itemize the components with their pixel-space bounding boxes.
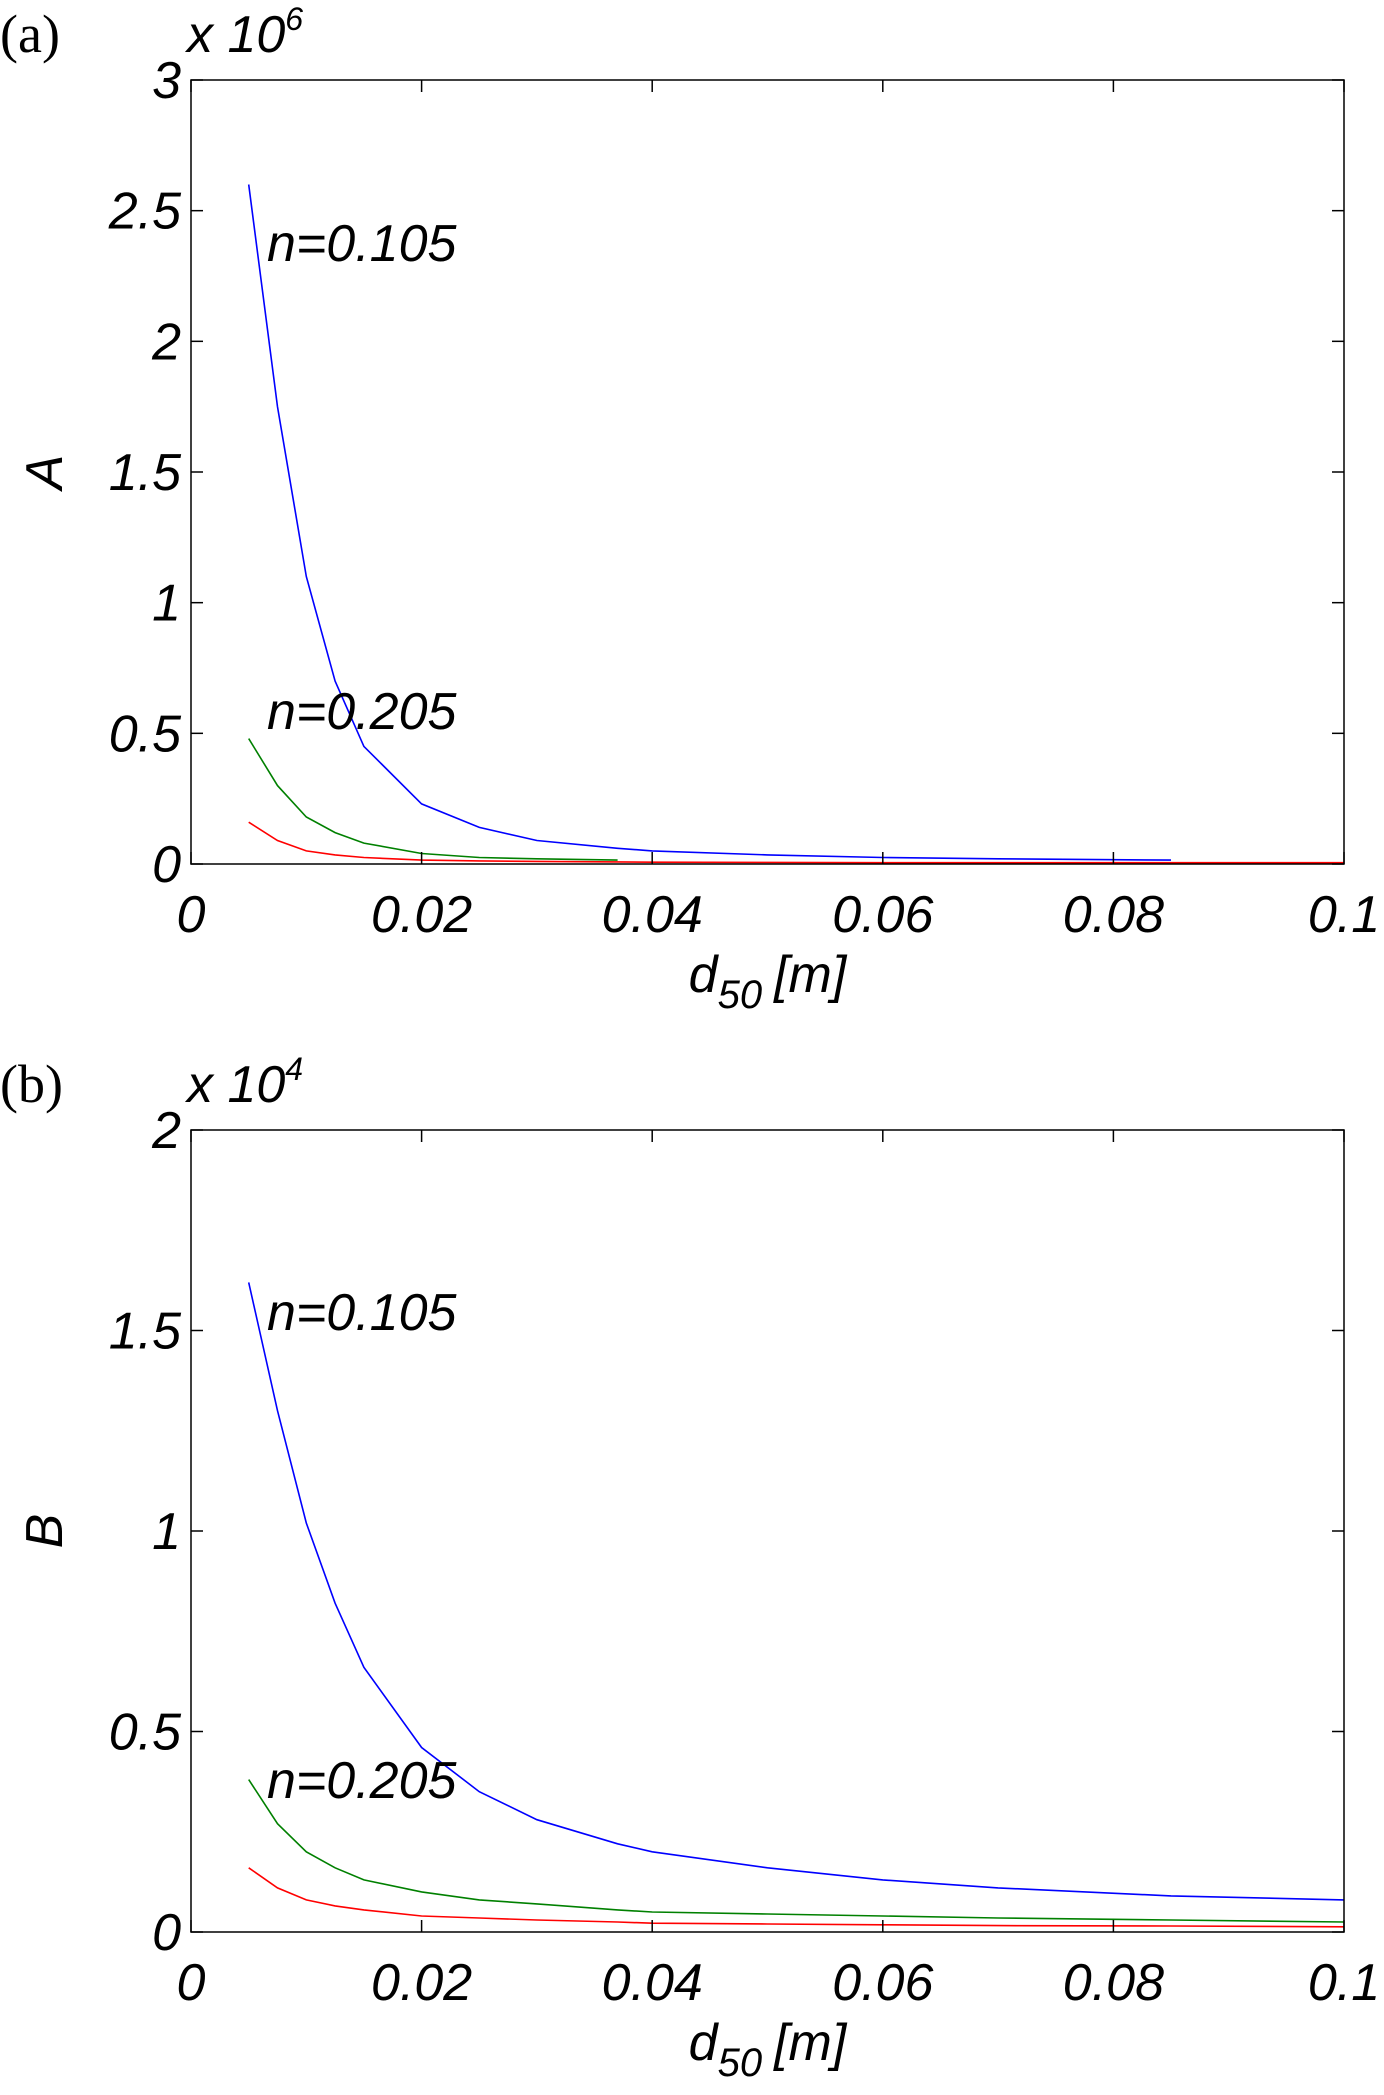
series-line [248, 738, 618, 861]
series-line [247, 1282, 1345, 1901]
series-line [247, 184, 1172, 861]
y-tick-label: 3 [152, 52, 181, 110]
panel: (b) x 104 0 0.5 1 1.5 2 0 0.02 0.04 0.06 0.08 0.1 d50… [0, 1051, 1380, 2085]
y-tick-label: 2 [151, 1102, 181, 1160]
scale-exponent: 4 [285, 1051, 303, 1087]
y-tick-label: 1.5 [109, 444, 182, 502]
x-tick-label: 0.06 [832, 886, 933, 944]
y-tick-label: 1 [152, 1503, 181, 1561]
x-axis-label: d50 [m] [689, 2014, 848, 2085]
x-tick-label: 0 [177, 886, 206, 944]
y-tick-label: 0.5 [109, 1704, 182, 1762]
annotation: n=0.105 [267, 1284, 457, 1342]
y-tick-label: 2 [151, 313, 181, 371]
y-tick-label: 1.5 [109, 1303, 182, 1361]
x-tick-label: 0 [177, 1954, 206, 2012]
x-tick-label: 0.06 [832, 1954, 933, 2012]
y-tick-label: 0 [152, 836, 181, 894]
annotation: n=0.105 [267, 215, 457, 273]
x-tick-label: 0.02 [371, 1954, 472, 2012]
y-axis-label: A [16, 455, 74, 493]
scale-base: x 10 [184, 1056, 285, 1114]
x-tick-label: 0.08 [1063, 1954, 1164, 2012]
x-label-main: d [689, 2014, 720, 2072]
x-tick-label: 0.04 [602, 886, 703, 944]
x-tick-label: 0.04 [602, 1954, 703, 2012]
scale-label: x 106 [184, 1, 303, 64]
x-tick-label: 0.08 [1063, 886, 1164, 944]
x-tick-label: 0.02 [371, 886, 472, 944]
y-axis-label: B [16, 1514, 74, 1549]
y-tick-label: 1 [152, 575, 181, 633]
x-label-unit: [m] [773, 2014, 848, 2072]
x-label-sub: 50 [718, 973, 763, 1017]
y-tick-label: 0.5 [109, 705, 182, 763]
annotation: n=0.205 [267, 1752, 457, 1810]
x-tick-label: 0.1 [1308, 1954, 1380, 2012]
plot-frame [190, 1129, 1345, 1933]
x-tick-label: 0.1 [1308, 886, 1380, 944]
x-axis-label: d50 [m] [689, 946, 848, 1017]
series-line [248, 821, 1344, 864]
panel-label: (a) [0, 4, 60, 64]
scale-base: x 10 [184, 6, 285, 64]
panel-label: (b) [0, 1054, 63, 1114]
x-label-unit: [m] [773, 946, 848, 1004]
scale-exponent: 6 [285, 1, 303, 37]
y-tick-label: 2.5 [108, 183, 182, 241]
x-label-main: d [689, 946, 720, 1004]
panel: (a) x 106 0 0.5 1 1.5 2 2.5 3 0 0.02 0.04 0.06 0.08 0.… [0, 1, 1380, 1017]
scale-label: x 104 [184, 1051, 303, 1114]
x-label-sub: 50 [718, 2041, 763, 2085]
series-line [248, 1779, 1345, 1923]
y-tick-label: 0 [152, 1904, 181, 1962]
series-line [248, 1867, 1345, 1928]
annotation: n=0.205 [267, 683, 457, 741]
